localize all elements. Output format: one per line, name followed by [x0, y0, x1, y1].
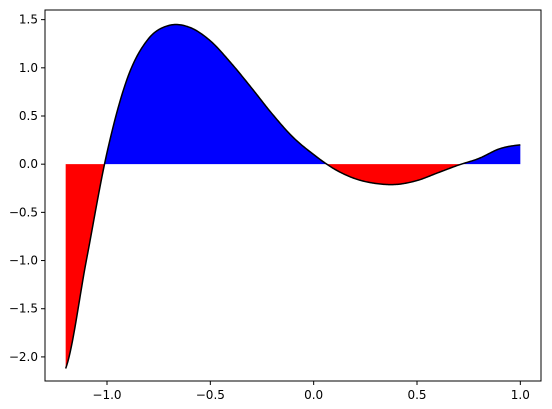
y-axis-ticks: −2.0 −1.5 −1.0 −0.5 0.0 0.5 1.0 1.5: [9, 13, 45, 364]
x-tick-label: −0.5: [196, 388, 225, 402]
y-tick-label: 0.0: [19, 157, 38, 171]
positive-fill-region: [104, 24, 327, 165]
negative-fill-region: [326, 164, 462, 185]
axes-frame: [44, 9, 542, 382]
y-tick-label: −2.0: [9, 350, 38, 364]
x-tick-label: 0.5: [407, 388, 426, 402]
x-tick-label: 1.0: [511, 388, 530, 402]
positive-fill-region: [461, 144, 521, 165]
y-tick-label: 0.5: [19, 109, 38, 123]
y-tick-label: 1.0: [19, 61, 38, 75]
x-tick-label: −1.0: [92, 388, 121, 402]
y-tick-label: −1.5: [9, 302, 38, 316]
x-tick-label: 0.0: [304, 388, 323, 402]
data-line: [64, 23, 521, 369]
x-axis-ticks: −1.0 −0.5 0.0 0.5 1.0: [92, 381, 530, 402]
fill-areas: [65, 24, 521, 369]
y-tick-label: −0.5: [9, 205, 38, 219]
y-tick-label: −1.0: [9, 254, 38, 268]
data-curve: [64, 23, 521, 369]
y-tick-label: 1.5: [19, 13, 38, 27]
